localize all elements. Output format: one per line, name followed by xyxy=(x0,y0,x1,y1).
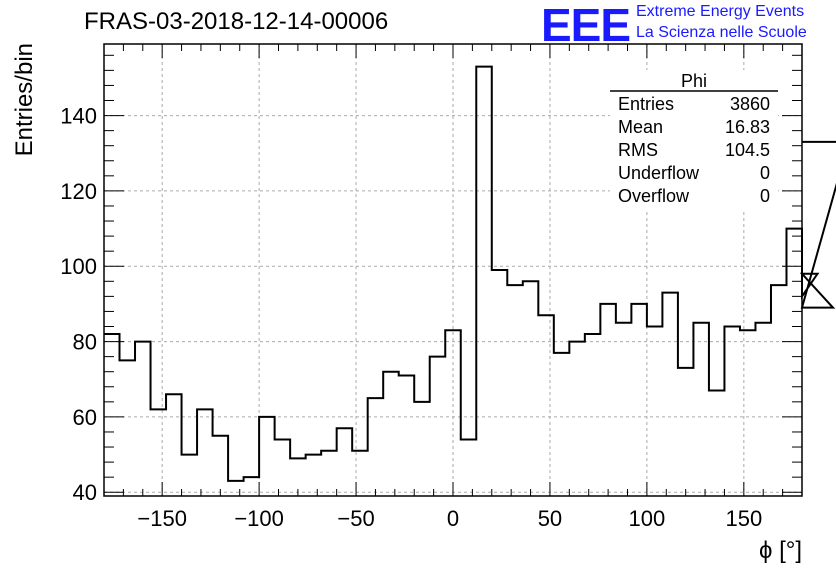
eee-logo-icon: EEE xyxy=(541,0,631,51)
x-tick-label: 0 xyxy=(447,506,459,531)
y-tick-label: 80 xyxy=(73,330,97,355)
y-tick-label: 140 xyxy=(60,104,97,129)
y-tick-label: 40 xyxy=(73,480,97,505)
y-tick-label: 60 xyxy=(73,405,97,430)
x-tick-label: −100 xyxy=(234,506,284,531)
logo-line-2: La Scienza nelle Scuole xyxy=(636,24,807,41)
stats-box-title: Phi xyxy=(681,71,707,91)
histogram-bins xyxy=(104,65,836,482)
stats-row-label: Underflow xyxy=(618,163,700,183)
chart-title: FRAS-03-2018-12-14-00006 xyxy=(84,8,389,35)
x-tick-label: −50 xyxy=(337,506,374,531)
stats-row-value: 0 xyxy=(760,163,770,183)
stats-row-label: Overflow xyxy=(618,186,690,206)
stats-box: Phi Entries 3860 Mean 16.83 RMS 104.5 Underflo… xyxy=(610,70,778,210)
stats-row-label: RMS xyxy=(618,140,658,160)
x-tick-label: −150 xyxy=(137,506,187,531)
stats-row-label: Mean xyxy=(618,117,663,137)
stats-row-value: 3860 xyxy=(730,94,770,114)
x-tick-label: 50 xyxy=(538,506,562,531)
stats-row-value: 104.5 xyxy=(725,140,770,160)
x-tick-label: 150 xyxy=(725,506,762,531)
histogram-outline xyxy=(104,65,836,482)
stats-row-value: 0 xyxy=(760,186,770,206)
x-tick-label: 100 xyxy=(629,506,666,531)
x-tick-labels: −150 −100 −50 0 50 100 150 xyxy=(137,506,762,531)
y-tick-label: 120 xyxy=(60,179,97,204)
x-axis-label: ϕ [°] xyxy=(759,537,802,564)
y-tick-label: 100 xyxy=(60,254,97,279)
stats-row-value: 16.83 xyxy=(725,117,770,137)
axis-ticks xyxy=(104,44,802,496)
logo-line-1: Extreme Energy Events xyxy=(636,3,805,20)
y-axis-label: Entries/bin xyxy=(11,43,38,156)
stats-row-label: Entries xyxy=(618,94,674,114)
y-tick-labels: 40 60 80 100 120 140 xyxy=(60,104,97,506)
